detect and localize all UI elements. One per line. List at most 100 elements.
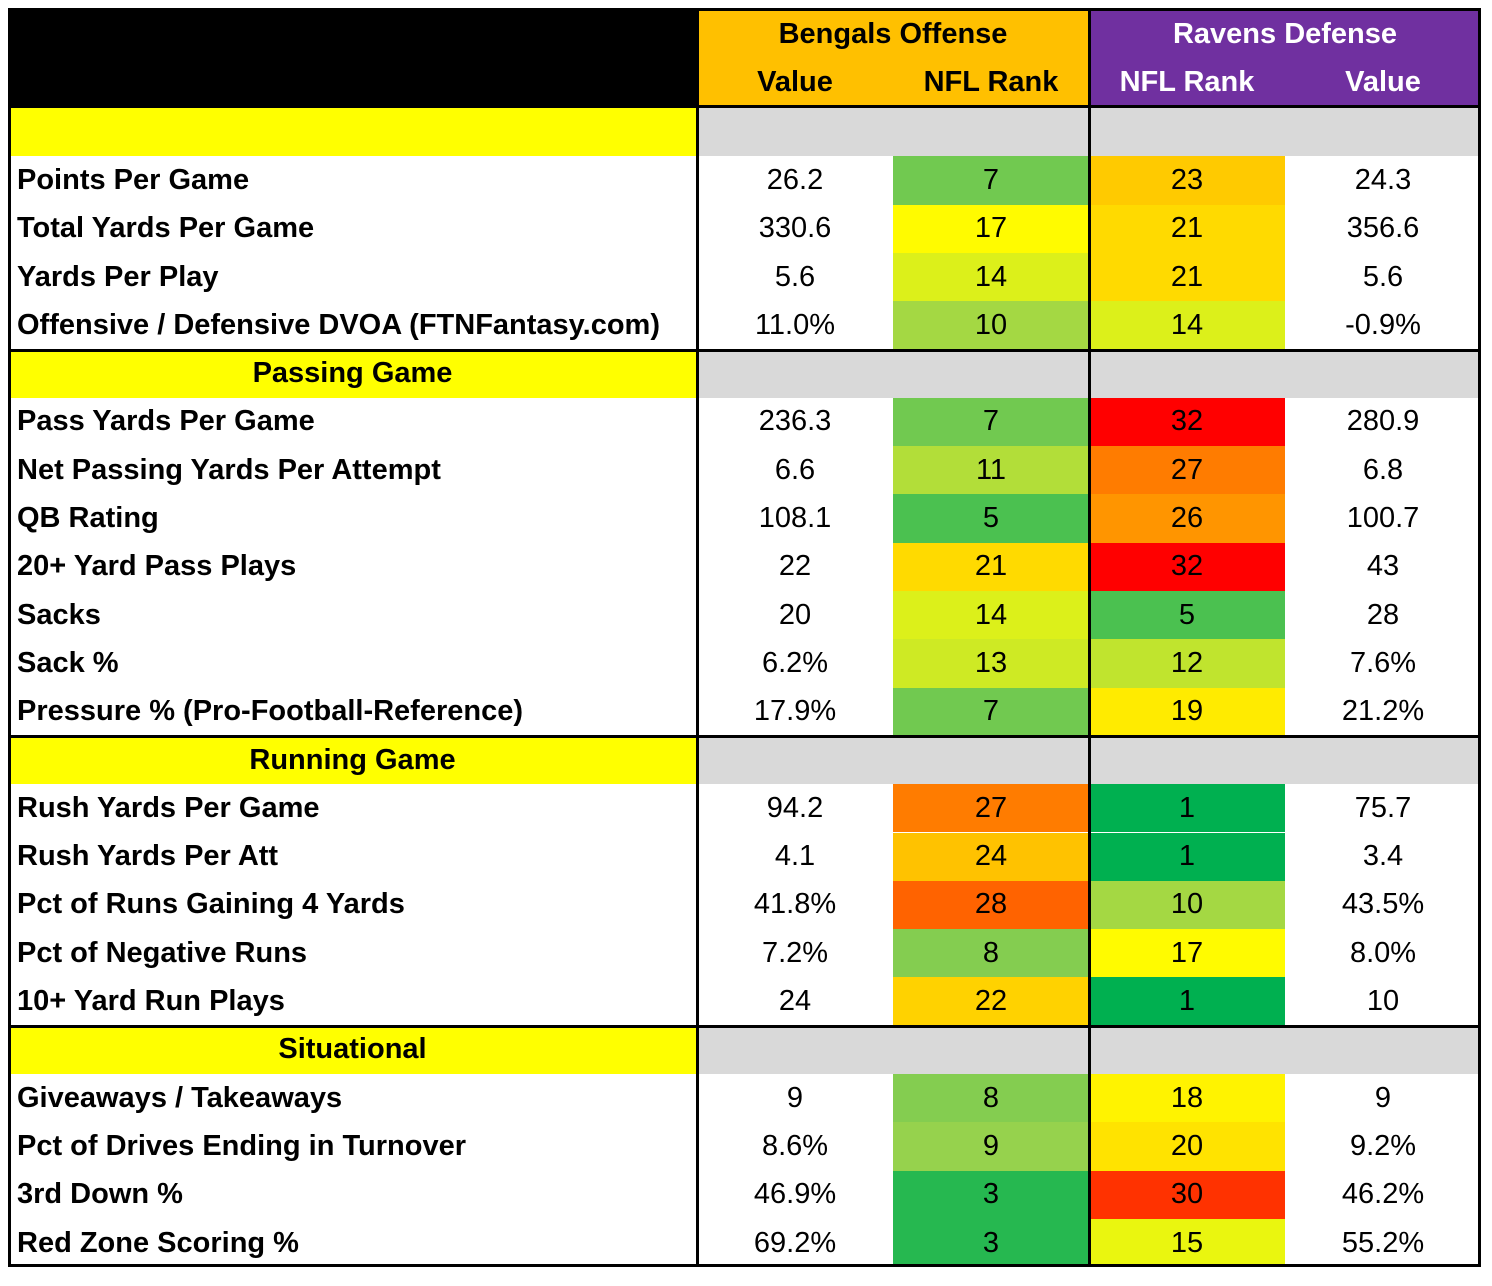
offense-header	[697, 8, 1089, 108]
def-rank-cell: 27	[1089, 446, 1285, 495]
off-rank-cell: 22	[893, 977, 1089, 1026]
off-rank-cell: 24	[893, 832, 1089, 881]
comparison-table: Bengals Offense Ravens Defense Value NFL Ra…	[8, 8, 1481, 1276]
off-value-cell: 330.6	[758, 212, 832, 245]
col-header-def-rank: NFL Rank	[1119, 65, 1255, 98]
off-value-cell: 8.6%	[761, 1129, 829, 1162]
def-rank-cell: 17	[1089, 929, 1285, 978]
def-rank-cell: 19	[1089, 687, 1285, 736]
def-value-cell: 9	[1374, 1081, 1392, 1114]
row-label: Pct of Drives Ending in Turnover	[17, 1129, 467, 1162]
def-value-cell: 75.7	[1354, 791, 1412, 824]
off-rank-cell: 5	[893, 494, 1089, 543]
def-value-cell: 100.7	[1346, 502, 1420, 535]
off-rank-cell: 3	[893, 1170, 1089, 1219]
def-value-cell: 43	[1366, 550, 1400, 583]
def-value-cell: 6.8	[1362, 453, 1404, 486]
row-label: Sacks	[17, 598, 101, 631]
border-section-bottom	[8, 735, 1481, 738]
border-right	[1478, 8, 1481, 1268]
row-label: 3rd Down %	[17, 1178, 183, 1211]
col-header-def-value: Value	[1345, 65, 1421, 98]
off-rank-cell: 9	[893, 1122, 1089, 1171]
section-title: Passing Game	[8, 349, 697, 398]
def-rank-cell: 26	[1089, 494, 1285, 543]
row-label: Points Per Game	[17, 163, 250, 196]
off-rank-cell: 14	[893, 591, 1089, 640]
off-rank-cell: 28	[893, 880, 1089, 930]
def-rank-cell: 21	[1089, 252, 1285, 302]
def-rank-cell: 32	[1089, 397, 1285, 447]
divider-offense-defense	[1088, 8, 1091, 1268]
off-value-cell: 26.2	[766, 163, 824, 196]
off-rank-cell: 27	[893, 784, 1089, 833]
divider-label-col	[696, 8, 699, 1268]
row-label: Rush Yards Per Game	[17, 791, 320, 824]
off-value-cell: 5.6	[774, 260, 816, 293]
off-value-cell: 46.9%	[753, 1178, 837, 1211]
def-rank-cell: 1	[1089, 784, 1285, 833]
off-value-cell: 69.2%	[753, 1226, 837, 1259]
row-label: Total Yards Per Game	[17, 212, 315, 245]
border-header-bottom	[8, 105, 1481, 108]
def-rank-cell: 10	[1089, 880, 1285, 930]
row-label: Pct of Runs Gaining 4 Yards	[17, 888, 405, 921]
off-value-cell: 17.9%	[753, 695, 837, 728]
offense-team-title: Bengals Offense	[778, 17, 1008, 50]
def-value-cell: 9.2%	[1349, 1129, 1417, 1162]
section-title	[8, 108, 697, 157]
off-value-cell: 108.1	[758, 502, 832, 535]
row-label: 10+ Yard Run Plays	[17, 985, 285, 1018]
border-section-bottom	[8, 349, 1481, 352]
def-value-cell: 43.5%	[1341, 888, 1425, 921]
def-rank-cell: 18	[1089, 1074, 1285, 1123]
def-value-cell: 46.2%	[1341, 1178, 1425, 1211]
off-value-cell: 7.2%	[761, 936, 829, 969]
row-label: 20+ Yard Pass Plays	[17, 550, 297, 583]
def-value-cell: 10	[1366, 985, 1400, 1018]
border-section-bottom	[8, 1025, 1481, 1028]
row-label: Yards Per Play	[17, 260, 219, 293]
def-rank-cell: 21	[1089, 204, 1285, 253]
def-rank-cell: 12	[1089, 639, 1285, 688]
section-title: Running Game	[8, 735, 697, 785]
def-rank-cell: 20	[1089, 1122, 1285, 1171]
border-section-bottom	[8, 1264, 1481, 1267]
row-label: Net Passing Yards Per Attempt	[17, 453, 441, 486]
off-rank-cell: 13	[893, 639, 1089, 688]
off-rank-cell: 14	[893, 252, 1089, 302]
defense-header	[1089, 8, 1481, 108]
col-header-off-value: Value	[757, 65, 833, 98]
def-value-cell: 8.0%	[1349, 936, 1417, 969]
def-value-cell: 3.4	[1362, 840, 1404, 873]
defense-team-title: Ravens Defense	[1172, 17, 1398, 50]
border-left	[8, 8, 11, 1268]
def-rank-cell: 5	[1089, 591, 1285, 640]
off-rank-cell: 7	[893, 156, 1089, 205]
off-value-cell: 236.3	[758, 405, 832, 438]
def-value-cell: 280.9	[1346, 405, 1420, 438]
off-rank-cell: 21	[893, 542, 1089, 591]
def-rank-cell: 14	[1089, 301, 1285, 350]
def-rank-cell: 23	[1089, 156, 1285, 205]
def-value-cell: 55.2%	[1341, 1226, 1425, 1259]
col-header-off-rank: NFL Rank	[923, 65, 1059, 98]
off-rank-cell: 17	[893, 204, 1089, 253]
def-value-cell: -0.9%	[1345, 308, 1421, 341]
def-value-cell: 28	[1366, 598, 1400, 631]
off-value-cell: 11.0%	[754, 308, 836, 341]
row-label: Giveaways / Takeaways	[17, 1081, 343, 1114]
section-title: Situational	[8, 1025, 697, 1074]
row-label: Red Zone Scoring %	[17, 1226, 299, 1259]
off-value-cell: 22	[778, 550, 812, 583]
def-value-cell: 21.2%	[1341, 695, 1425, 728]
def-rank-cell: 15	[1089, 1218, 1285, 1268]
off-value-cell: 41.8%	[753, 888, 837, 921]
off-value-cell: 20	[778, 598, 812, 631]
off-rank-cell: 10	[893, 301, 1089, 350]
def-value-cell: 7.6%	[1349, 646, 1417, 679]
border-top	[8, 8, 1481, 11]
off-value-cell: 6.2%	[761, 646, 829, 679]
off-value-cell: 9	[786, 1081, 804, 1114]
def-value-cell: 24.3	[1354, 163, 1412, 196]
